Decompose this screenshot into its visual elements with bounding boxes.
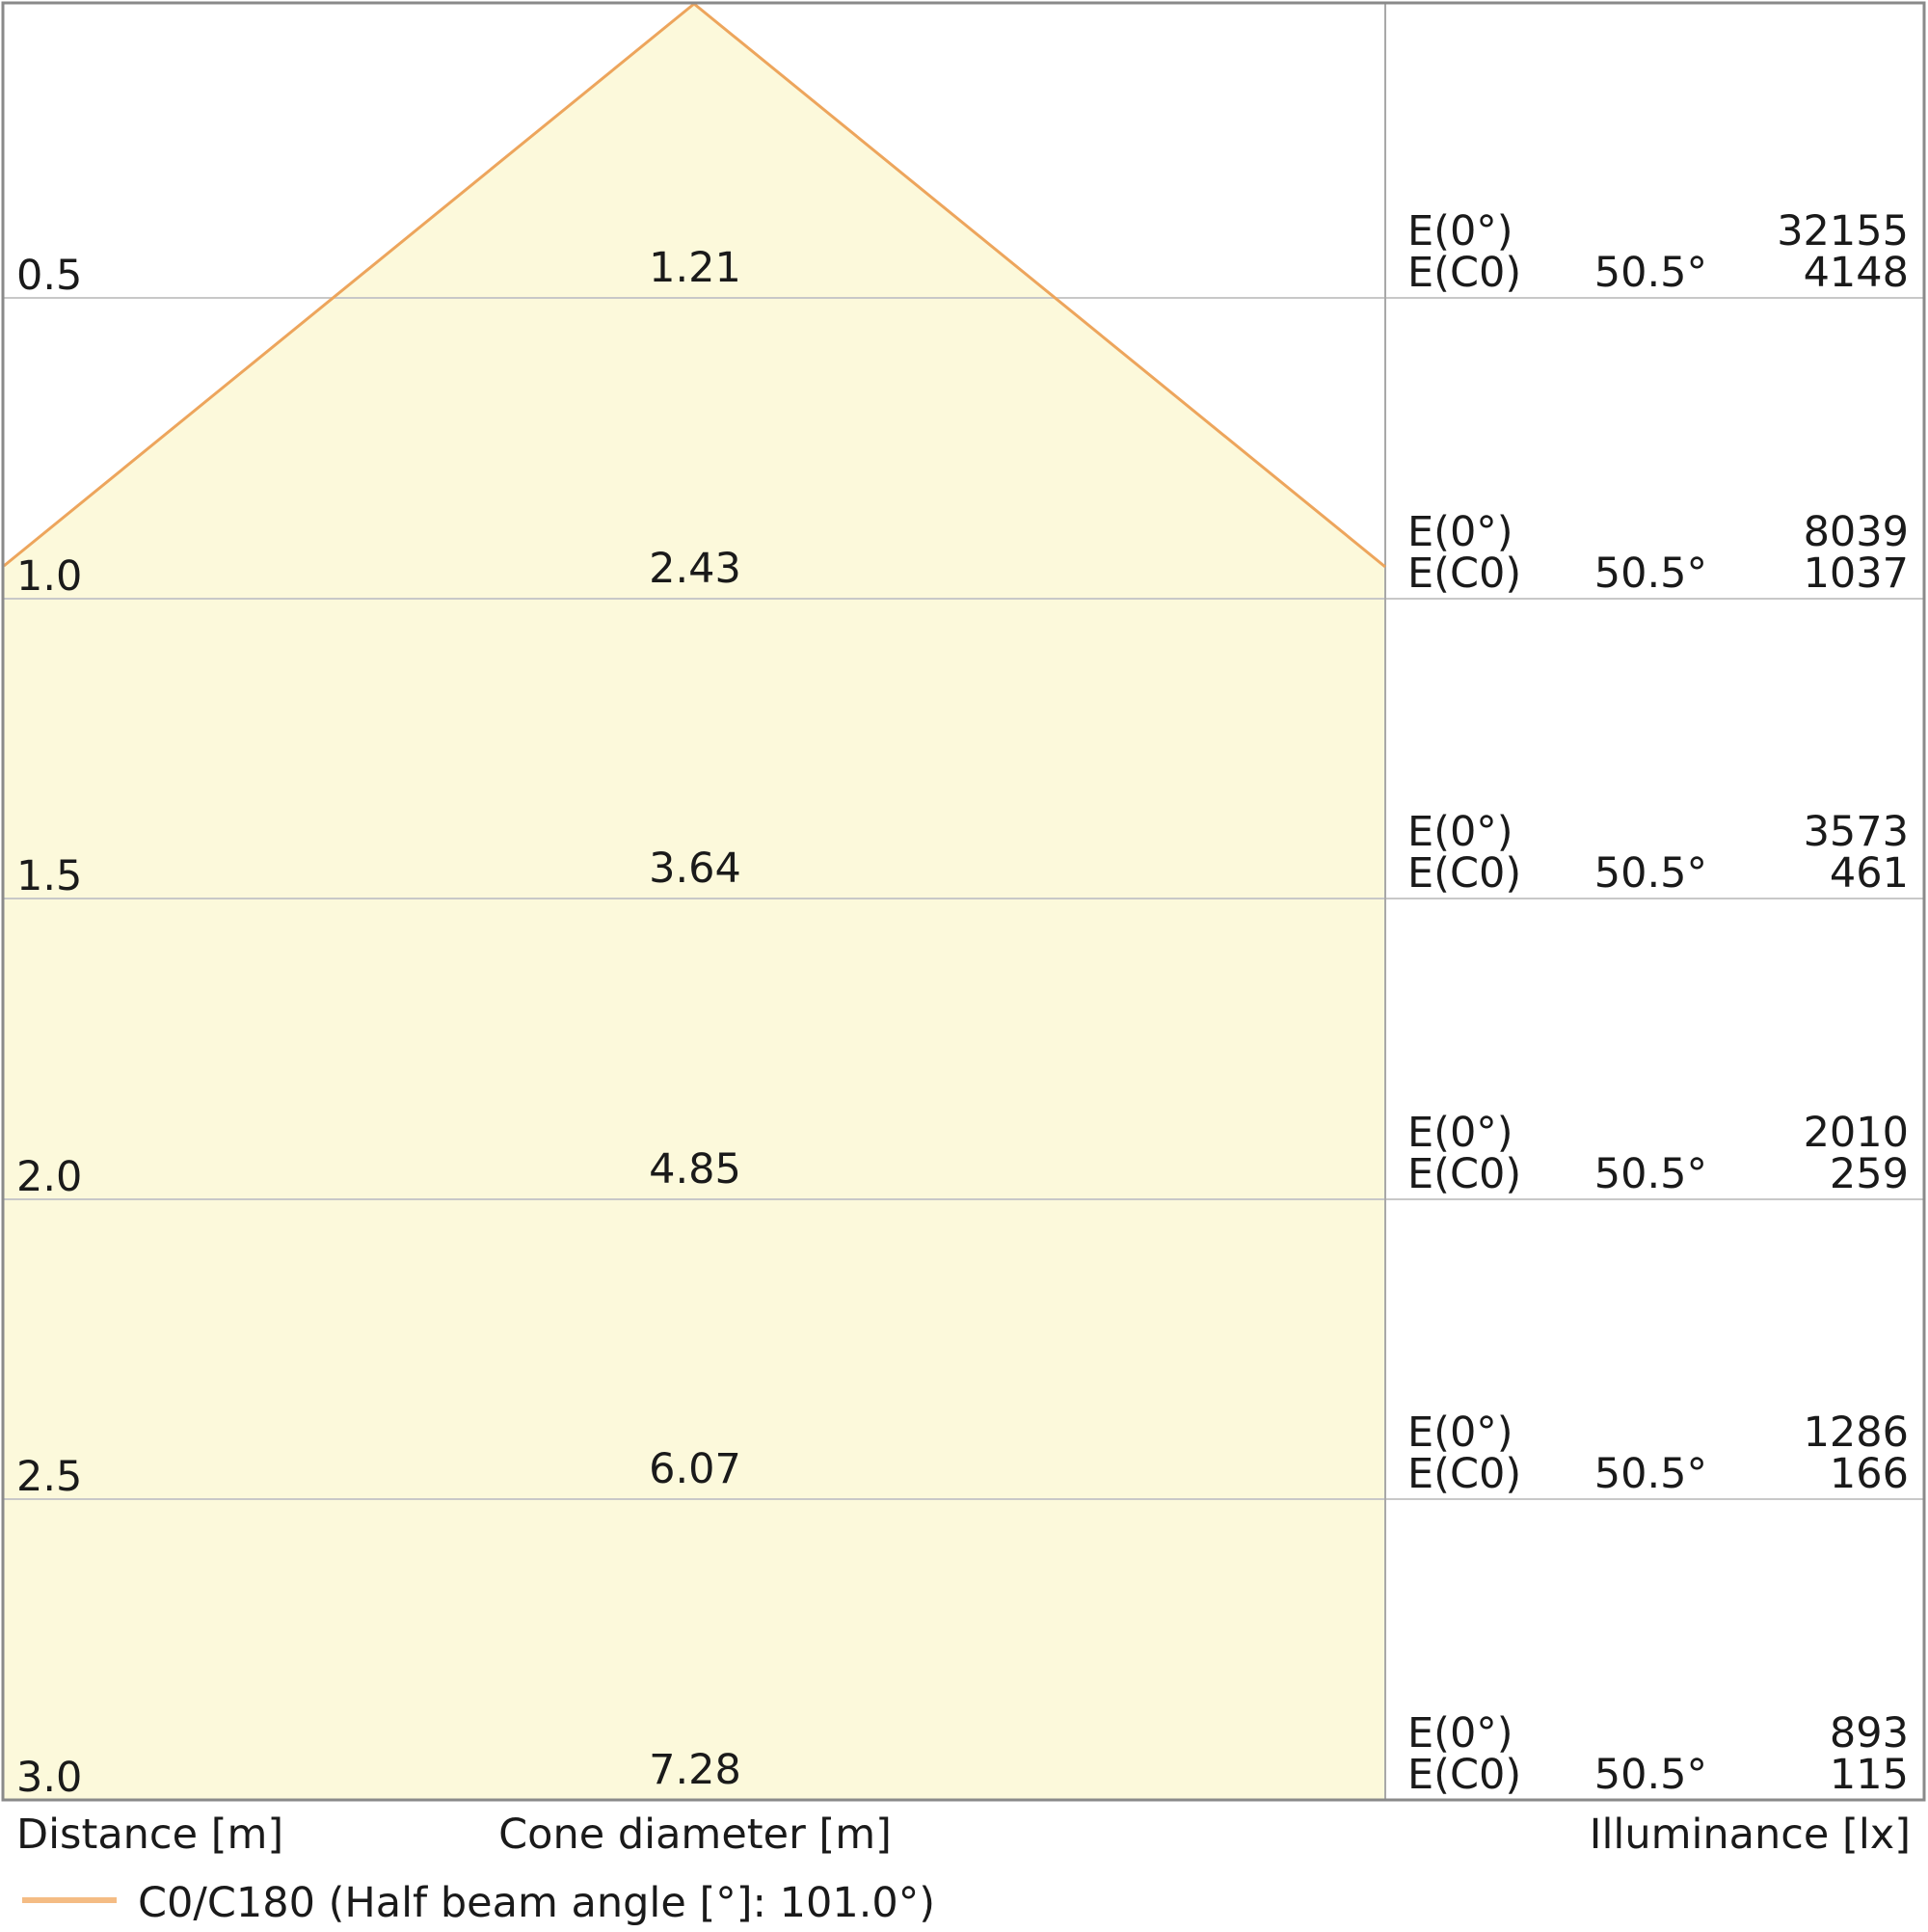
cone-diameter-value: 4.85 <box>649 1145 741 1194</box>
ec0-value: 259 <box>1830 1150 1909 1198</box>
beam-half-angle: 50.5° <box>1594 849 1707 898</box>
ec0-value: 4148 <box>1804 249 1909 297</box>
beam-edge-left <box>3 2 695 568</box>
legend-label: C0/C180 (Half beam angle [°]: 101.0°) <box>138 1879 935 1927</box>
cone-diameter-caption: Cone diameter [m] <box>498 1811 892 1859</box>
beam-edge-right <box>693 2 1386 569</box>
cone-row: 1.5 3.64 E(0°) 3573 E(C0) 50.5° 461 <box>16 808 1909 900</box>
e0-value: 1286 <box>1804 1409 1909 1457</box>
legend: C0/C180 (Half beam angle [°]: 101.0°) <box>22 1879 935 1927</box>
e0-label: E(0°) <box>1407 1109 1513 1157</box>
cone-diameter-value: 2.43 <box>649 545 741 593</box>
cone-diameter-value: 6.07 <box>649 1445 741 1493</box>
e0-label: E(0°) <box>1407 207 1513 255</box>
e0-label: E(0°) <box>1407 808 1513 856</box>
cone-diameter-value: 3.64 <box>649 845 741 893</box>
e0-value: 2010 <box>1804 1109 1909 1157</box>
ec0-label: E(C0) <box>1407 1450 1521 1498</box>
distance-label: 2.5 <box>16 1453 82 1501</box>
e0-value: 32155 <box>1777 207 1909 255</box>
beam-cone-fill <box>4 4 1385 1799</box>
cone-row: 1.0 2.43 E(0°) 8039 E(C0) 50.5° 1037 <box>16 508 1909 601</box>
ec0-value: 166 <box>1830 1450 1909 1498</box>
e0-value: 8039 <box>1804 508 1909 556</box>
distance-label: 2.0 <box>16 1153 82 1201</box>
e0-label: E(0°) <box>1407 1709 1513 1758</box>
cone-row: 0.5 1.21 E(0°) 32155 E(C0) 50.5° 4148 <box>16 207 1909 300</box>
beam-half-angle: 50.5° <box>1594 249 1707 297</box>
beam-half-angle: 50.5° <box>1594 1751 1707 1799</box>
ec0-label: E(C0) <box>1407 849 1521 898</box>
cone-row: 3.0 7.28 E(0°) 893 E(C0) 50.5° 115 <box>16 1709 1909 1802</box>
chart-border <box>1 1 1926 1802</box>
distance-axis-caption: Distance [m] <box>16 1811 283 1859</box>
ec0-label: E(C0) <box>1407 550 1521 598</box>
ec0-label: E(C0) <box>1407 1751 1521 1799</box>
e0-label: E(0°) <box>1407 508 1513 556</box>
distance-label: 0.5 <box>16 252 82 300</box>
cone-row: 2.0 4.85 E(0°) 2010 E(C0) 50.5° 259 <box>16 1109 1909 1201</box>
beam-half-angle: 50.5° <box>1594 1150 1707 1198</box>
illuminance-axis-caption: Illuminance [lx] <box>1590 1811 1911 1859</box>
ec0-value: 461 <box>1830 849 1909 898</box>
cone-row: 2.5 6.07 E(0°) 1286 E(C0) 50.5° 166 <box>16 1409 1909 1501</box>
distance-label: 1.0 <box>16 552 82 601</box>
beam-half-angle: 50.5° <box>1594 550 1707 598</box>
distance-label: 3.0 <box>16 1754 82 1802</box>
cone-diameter-value: 1.21 <box>649 244 741 292</box>
e0-value: 3573 <box>1804 808 1909 856</box>
ec0-value: 1037 <box>1804 550 1909 598</box>
cone-diameter-value: 7.28 <box>649 1746 741 1794</box>
ec0-value: 115 <box>1830 1751 1909 1799</box>
ec0-label: E(C0) <box>1407 249 1521 297</box>
distance-label: 1.5 <box>16 852 82 900</box>
beam-half-angle: 50.5° <box>1594 1450 1707 1498</box>
ec0-label: E(C0) <box>1407 1150 1521 1198</box>
e0-label: E(0°) <box>1407 1409 1513 1457</box>
e0-value: 893 <box>1830 1709 1909 1758</box>
